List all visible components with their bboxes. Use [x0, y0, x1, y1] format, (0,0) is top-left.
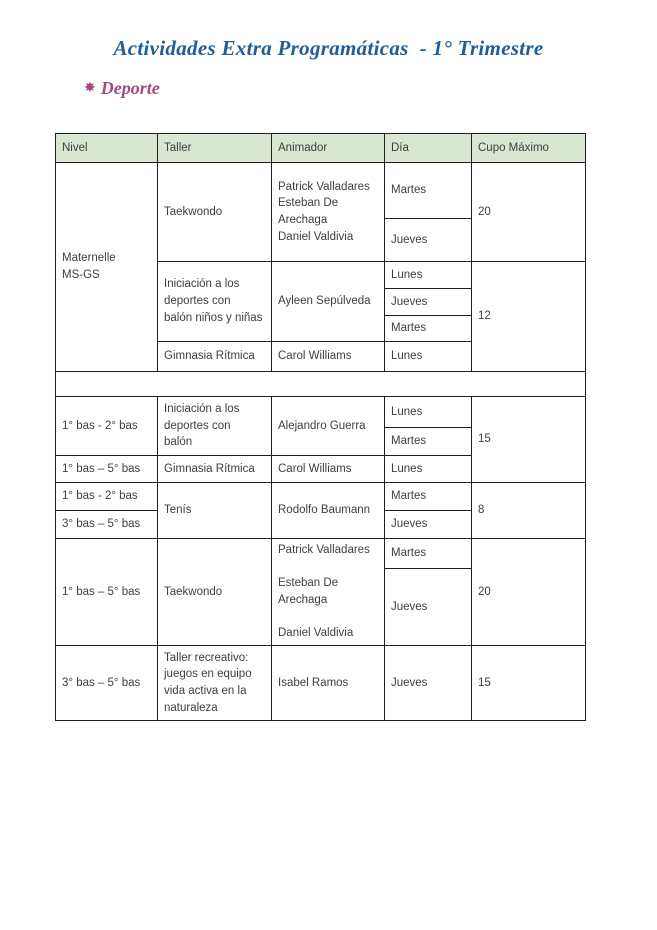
cell-nivel-maternelle: Maternelle MS-GS — [55, 162, 158, 372]
cell-dia: Martes — [384, 315, 472, 342]
table-row: Iniciación a los deportes con balón niño… — [56, 261, 586, 372]
cell-nivel: 1° bas – 5° bas — [55, 455, 158, 483]
cell-dia: Martes — [384, 482, 472, 511]
cell-nivel: 1° bas - 2° bas — [55, 482, 158, 511]
cell-taller-iniciacion: Iniciación a los deportes con balón niño… — [157, 261, 272, 342]
table-row: Jueves — [56, 568, 586, 647]
cell-dia: Lunes — [384, 396, 472, 428]
cell-dia: Jueves — [384, 288, 472, 316]
cell-cupo: 20 — [471, 162, 586, 262]
cell-taller-taekwondo: Taekwondo — [157, 537, 272, 647]
cell-dia: Martes — [384, 427, 472, 456]
spacer-row — [55, 371, 586, 397]
table-row: 1° bas - 2° bas Iniciación a los deporte… — [55, 396, 586, 483]
cell-cupo: 8 — [471, 482, 586, 539]
column-header-animador: Animador — [271, 133, 385, 163]
cell-animador: Alejandro Guerra — [271, 396, 385, 456]
cell-dia: Lunes — [384, 455, 472, 483]
table-row: Maternelle MS-GS Taekwondo Patrick Valla… — [55, 162, 586, 372]
cell-cupo: 15 — [471, 396, 586, 483]
cell-dia: Jueves — [384, 568, 472, 647]
section-heading-label: Deporte — [100, 78, 160, 98]
cell-cupo: 15 — [471, 645, 586, 722]
page-title: Actividades Extra Programáticas - 1° Tri… — [113, 36, 544, 60]
cell-animador-gimnasia: Carol Williams — [271, 341, 385, 372]
table-row: 1° bas - 2° bas Tenís Rodolfo Baumann Ma… — [55, 482, 586, 539]
cell-empty-spacer — [55, 371, 586, 397]
section-heading: ✸ Deporte — [84, 78, 160, 99]
cell-dia: Martes — [384, 162, 472, 219]
cell-taller-tenis: Tenís — [157, 482, 272, 539]
table-row: 3° bas – 5° bas Jueves — [55, 510, 586, 539]
cell-animador-taekwondo: Patrick Valladares Esteban De Arechaga D… — [271, 537, 385, 647]
cell-dia: Martes — [384, 537, 472, 570]
cell-cupo: 12 — [471, 261, 586, 372]
column-header-nivel: Nivel — [55, 133, 158, 163]
table-row: Jueves — [56, 288, 586, 316]
cell-dia: Lunes — [384, 261, 472, 289]
cell-dia: Jueves — [384, 510, 472, 539]
cell-taller-gimnasia: Gimnasia Rítmica — [157, 341, 272, 372]
cell-taller-gimnasia: Gimnasia Rítmica — [157, 455, 272, 483]
activities-table: Nivel Taller Animador Día Cupo Máximo Ma… — [55, 133, 586, 722]
column-header-dia: Día — [384, 133, 472, 163]
cell-animador-iniciacion: Ayleen Sepúlveda — [271, 261, 385, 342]
column-header-cupo: Cupo Máximo — [471, 133, 586, 163]
cell-taller-recreativo: Taller recreativo: juegos en equipo vida… — [157, 645, 272, 722]
table-row: 1° bas – 5° bas Gimnasia Rítmica Carol W… — [55, 455, 586, 483]
cell-nivel: 1° bas – 5° bas — [55, 537, 158, 647]
table-row: Martes — [56, 315, 586, 342]
cell-nivel: 1° bas - 2° bas — [55, 396, 158, 456]
table-row: Gimnasia Rítmica Carol Williams Lunes — [56, 341, 586, 372]
table-row: Martes — [56, 427, 586, 456]
table-row: 1° bas – 5° bas Taekwondo Patrick Vallad… — [55, 537, 586, 647]
cell-cupo: 20 — [471, 537, 586, 647]
cell-animador: Isabel Ramos — [271, 645, 385, 722]
cell-nivel: 3° bas – 5° bas — [55, 510, 158, 539]
cell-dia: Lunes — [384, 341, 472, 372]
eight-pointed-star-icon: ✸ — [84, 79, 96, 96]
table-row: 3° bas – 5° bas Taller recreativo: juego… — [55, 645, 586, 722]
cell-animador-taekwondo: Patrick Valladares Esteban De Arechaga D… — [271, 162, 385, 262]
table-header-row: Nivel Taller Animador Día Cupo Máximo — [55, 133, 586, 163]
cell-dia: Jueves — [384, 645, 472, 722]
cell-dia: Jueves — [384, 218, 472, 262]
cell-animador: Rodolfo Baumann — [271, 482, 385, 539]
cell-taller-iniciacion-balon: Iniciación a los deportes con balón — [157, 396, 272, 456]
cell-taller-taekwondo: Taekwondo — [157, 162, 272, 262]
cell-animador: Carol Williams — [271, 455, 385, 483]
column-header-taller: Taller — [157, 133, 272, 163]
table-row: Jueves — [56, 218, 586, 262]
cell-nivel: 3° bas – 5° bas — [55, 645, 158, 722]
